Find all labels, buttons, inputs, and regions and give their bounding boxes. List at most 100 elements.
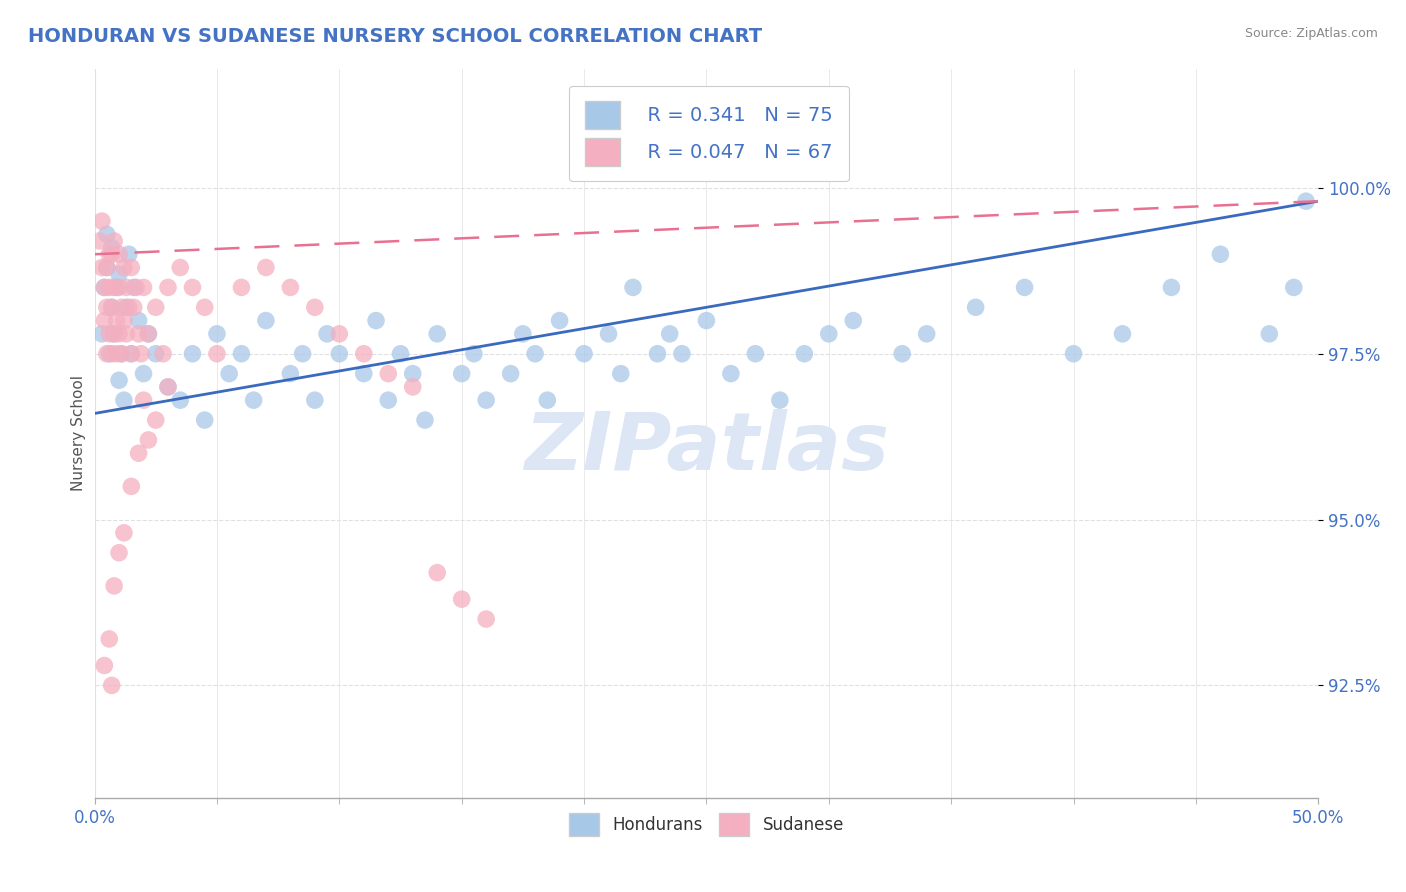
Point — [536, 393, 558, 408]
Point — [120, 479, 142, 493]
Point — [122, 280, 145, 294]
Point — [115, 301, 138, 315]
Point — [402, 367, 425, 381]
Point — [105, 313, 128, 327]
Point — [112, 393, 135, 408]
Point — [93, 280, 115, 294]
Point — [105, 280, 128, 294]
Point — [671, 347, 693, 361]
Point — [205, 326, 228, 341]
Point — [132, 393, 155, 408]
Point — [96, 260, 118, 275]
Point — [120, 347, 142, 361]
Point — [100, 347, 122, 361]
Point — [138, 326, 160, 341]
Point — [93, 658, 115, 673]
Point — [108, 373, 131, 387]
Point — [120, 347, 142, 361]
Point — [110, 347, 132, 361]
Point — [402, 380, 425, 394]
Point — [96, 227, 118, 242]
Point — [98, 247, 121, 261]
Point — [915, 326, 938, 341]
Point — [413, 413, 436, 427]
Point — [103, 280, 125, 294]
Point — [450, 592, 472, 607]
Point — [304, 393, 326, 408]
Point — [231, 347, 253, 361]
Point — [138, 326, 160, 341]
Point — [463, 347, 485, 361]
Point — [103, 234, 125, 248]
Point — [125, 280, 148, 294]
Point — [152, 347, 174, 361]
Point — [115, 326, 138, 341]
Point — [96, 260, 118, 275]
Point — [108, 326, 131, 341]
Point — [377, 393, 399, 408]
Point — [156, 380, 179, 394]
Point — [1295, 194, 1317, 209]
Point — [103, 326, 125, 341]
Point — [231, 280, 253, 294]
Point — [499, 367, 522, 381]
Point — [242, 393, 264, 408]
Point — [769, 393, 792, 408]
Point — [621, 280, 644, 294]
Point — [965, 301, 987, 315]
Point — [548, 313, 571, 327]
Point — [389, 347, 412, 361]
Point — [842, 313, 865, 327]
Point — [280, 367, 302, 381]
Point — [695, 313, 717, 327]
Point — [120, 260, 142, 275]
Point — [156, 280, 179, 294]
Point — [98, 632, 121, 646]
Point — [118, 301, 141, 315]
Point — [891, 347, 914, 361]
Point — [103, 579, 125, 593]
Point — [145, 413, 167, 427]
Point — [817, 326, 839, 341]
Point — [98, 347, 121, 361]
Point — [156, 380, 179, 394]
Point — [128, 446, 150, 460]
Point — [100, 301, 122, 315]
Point — [254, 313, 277, 327]
Point — [280, 280, 302, 294]
Point — [89, 234, 111, 248]
Point — [316, 326, 339, 341]
Point — [793, 347, 815, 361]
Point — [328, 347, 350, 361]
Point — [108, 267, 131, 281]
Point — [1111, 326, 1133, 341]
Point — [90, 326, 112, 341]
Point — [93, 280, 115, 294]
Point — [1014, 280, 1036, 294]
Point — [128, 313, 150, 327]
Point — [254, 260, 277, 275]
Point — [610, 367, 633, 381]
Point — [96, 347, 118, 361]
Point — [122, 301, 145, 315]
Point — [100, 301, 122, 315]
Point — [658, 326, 681, 341]
Point — [181, 347, 204, 361]
Point — [138, 433, 160, 447]
Point — [90, 214, 112, 228]
Point — [328, 326, 350, 341]
Point — [647, 347, 669, 361]
Point — [181, 280, 204, 294]
Point — [98, 326, 121, 341]
Point — [218, 367, 240, 381]
Text: ZIPatlas: ZIPatlas — [524, 409, 889, 487]
Point — [744, 347, 766, 361]
Point — [108, 546, 131, 560]
Point — [145, 347, 167, 361]
Point — [96, 301, 118, 315]
Point — [426, 566, 449, 580]
Point — [720, 367, 742, 381]
Point — [100, 247, 122, 261]
Point — [1160, 280, 1182, 294]
Point — [169, 260, 191, 275]
